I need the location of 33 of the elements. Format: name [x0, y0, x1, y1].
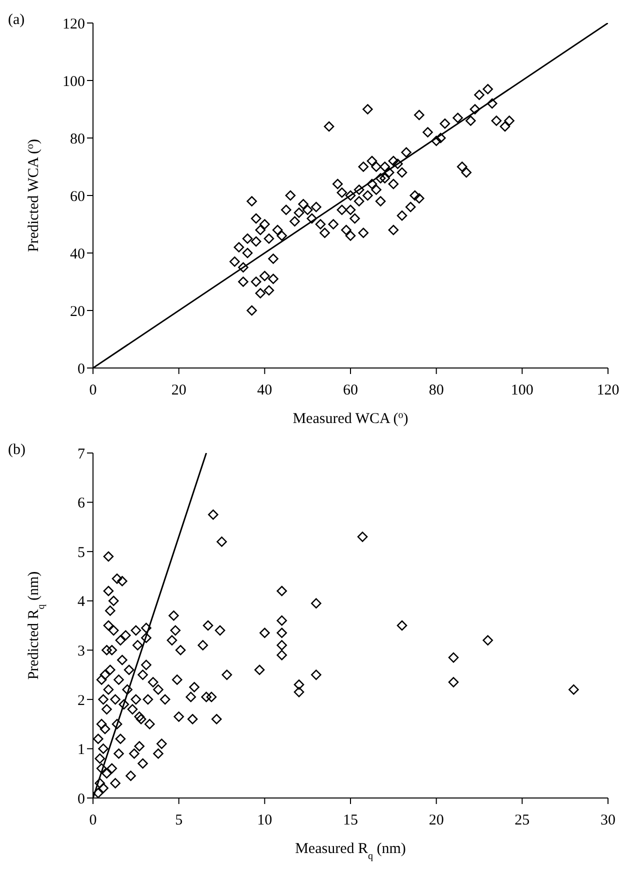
- x-tick-label: 5: [175, 812, 183, 829]
- x-tick-label: 100: [510, 382, 534, 399]
- x-tick-label: 30: [600, 812, 616, 829]
- chart-title: (b): [8, 442, 26, 459]
- y-tick-label: 100: [62, 74, 85, 90]
- x-tick-label: 25: [514, 812, 530, 829]
- x-tick-label: 80: [428, 382, 444, 399]
- x-tick-label: 20: [171, 382, 186, 399]
- y-tick-label: 7: [78, 446, 86, 462]
- y-tick-label: 4: [78, 594, 86, 610]
- x-axis-title: Measured WCA ($^{o}$): [292, 410, 408, 427]
- y-tick-label: 40: [70, 246, 85, 262]
- y-tick-label: 60: [70, 188, 85, 205]
- x-tick-label: 20: [428, 812, 444, 829]
- y-tick-label: 2: [78, 692, 85, 709]
- y-tick-label: 5: [78, 544, 85, 561]
- y-tick-label: 3: [78, 643, 85, 660]
- chart-title: (a): [8, 12, 25, 29]
- x-axis-title: Measured R$_{q}$ (nm): [295, 841, 406, 862]
- x-tick-label: 60: [343, 382, 358, 399]
- y-tick-label: 6: [78, 496, 86, 512]
- y-tick-label: 0: [78, 361, 85, 378]
- x-tick-label: 0: [89, 812, 97, 829]
- x-tick-label: 15: [343, 812, 358, 829]
- y-tick-label: 80: [70, 131, 85, 148]
- y-tick-label: 120: [62, 16, 85, 32]
- x-tick-label: 10: [257, 812, 272, 829]
- x-tick-label: 40: [257, 382, 272, 399]
- x-tick-label: 120: [596, 382, 620, 399]
- y-tick-label: 1: [78, 742, 85, 758]
- y-tick-label: 0: [78, 791, 85, 808]
- y-tick-label: 20: [70, 304, 85, 320]
- x-tick-label: 0: [89, 382, 97, 399]
